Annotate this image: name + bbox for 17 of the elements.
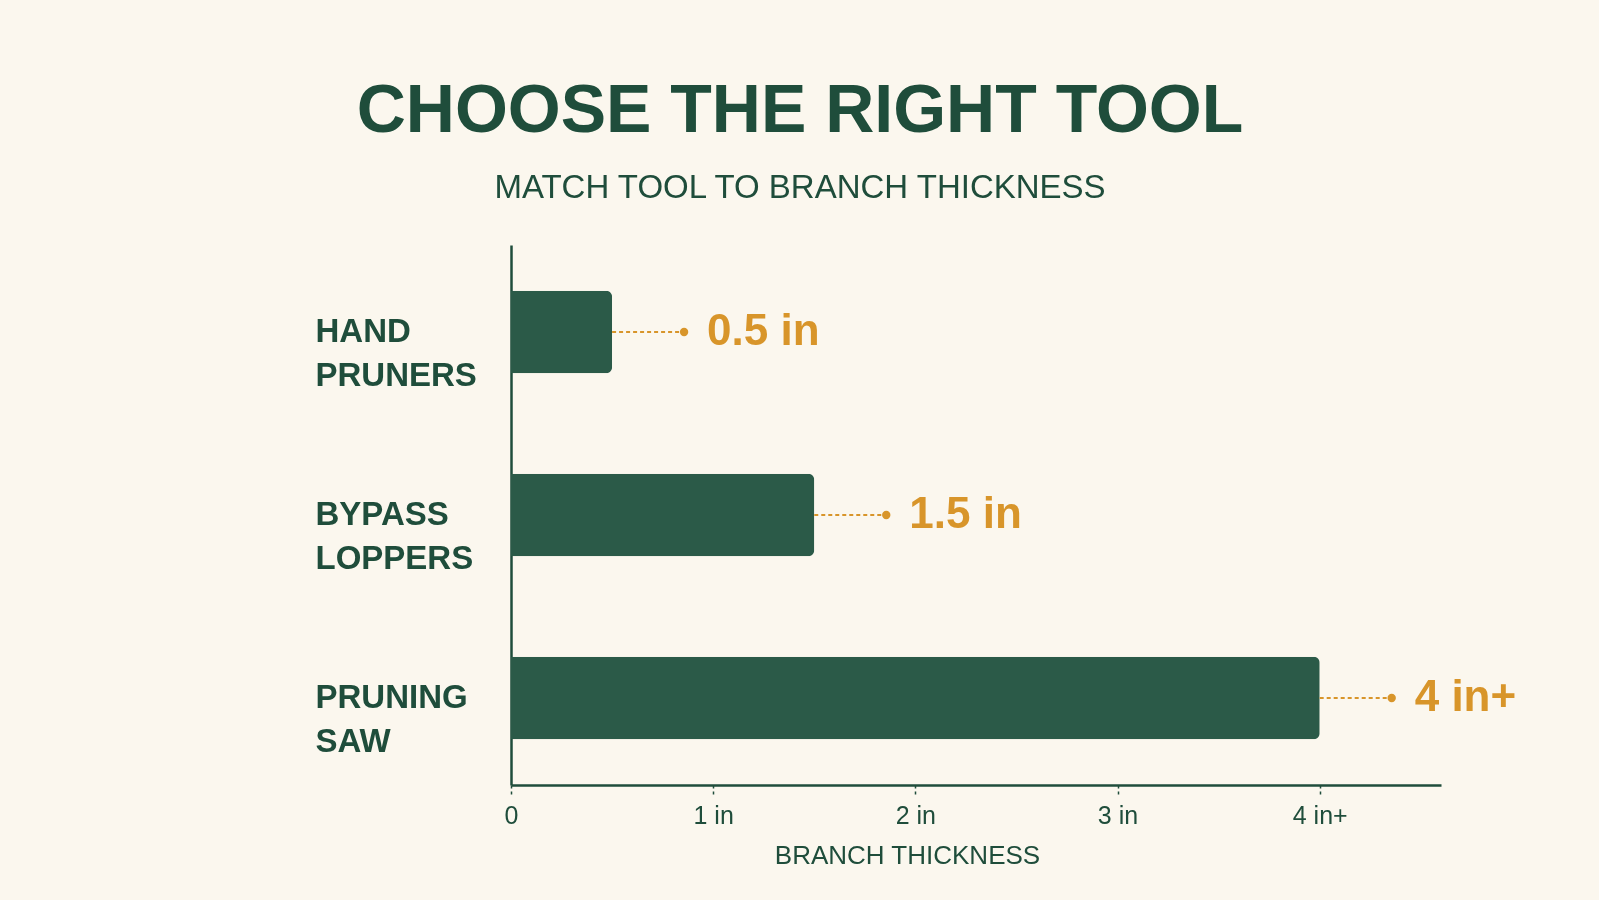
- y-tick-label: HAND PRUNERS: [315, 311, 477, 393]
- y-tick-label: PRUNING SAW: [315, 678, 468, 760]
- bar: [511, 290, 613, 374]
- data-label: 4 in+: [1414, 671, 1517, 721]
- y-tick-label: BYPASS LOPPERS: [315, 495, 474, 576]
- x-axis-title: BRANCH THICKNESS: [774, 839, 1041, 870]
- bar: [511, 656, 1320, 740]
- x-tick-label: 0: [504, 800, 519, 829]
- bar: [511, 473, 815, 557]
- x-tick-label: 3 in: [1097, 800, 1139, 829]
- x-tick-label: 4 in+: [1292, 800, 1348, 829]
- data-label: 0.5 in: [707, 304, 820, 354]
- chart-subtitle: MATCH TOOL TO BRANCH THICKNESS: [494, 168, 1106, 205]
- x-tick-label: 2 in: [895, 800, 936, 829]
- x-tick-label: 1 in: [693, 800, 734, 829]
- chart-title: CHOOSE THE RIGHT TOOL: [356, 70, 1244, 146]
- data-label: 1.5 in: [909, 488, 1022, 537]
